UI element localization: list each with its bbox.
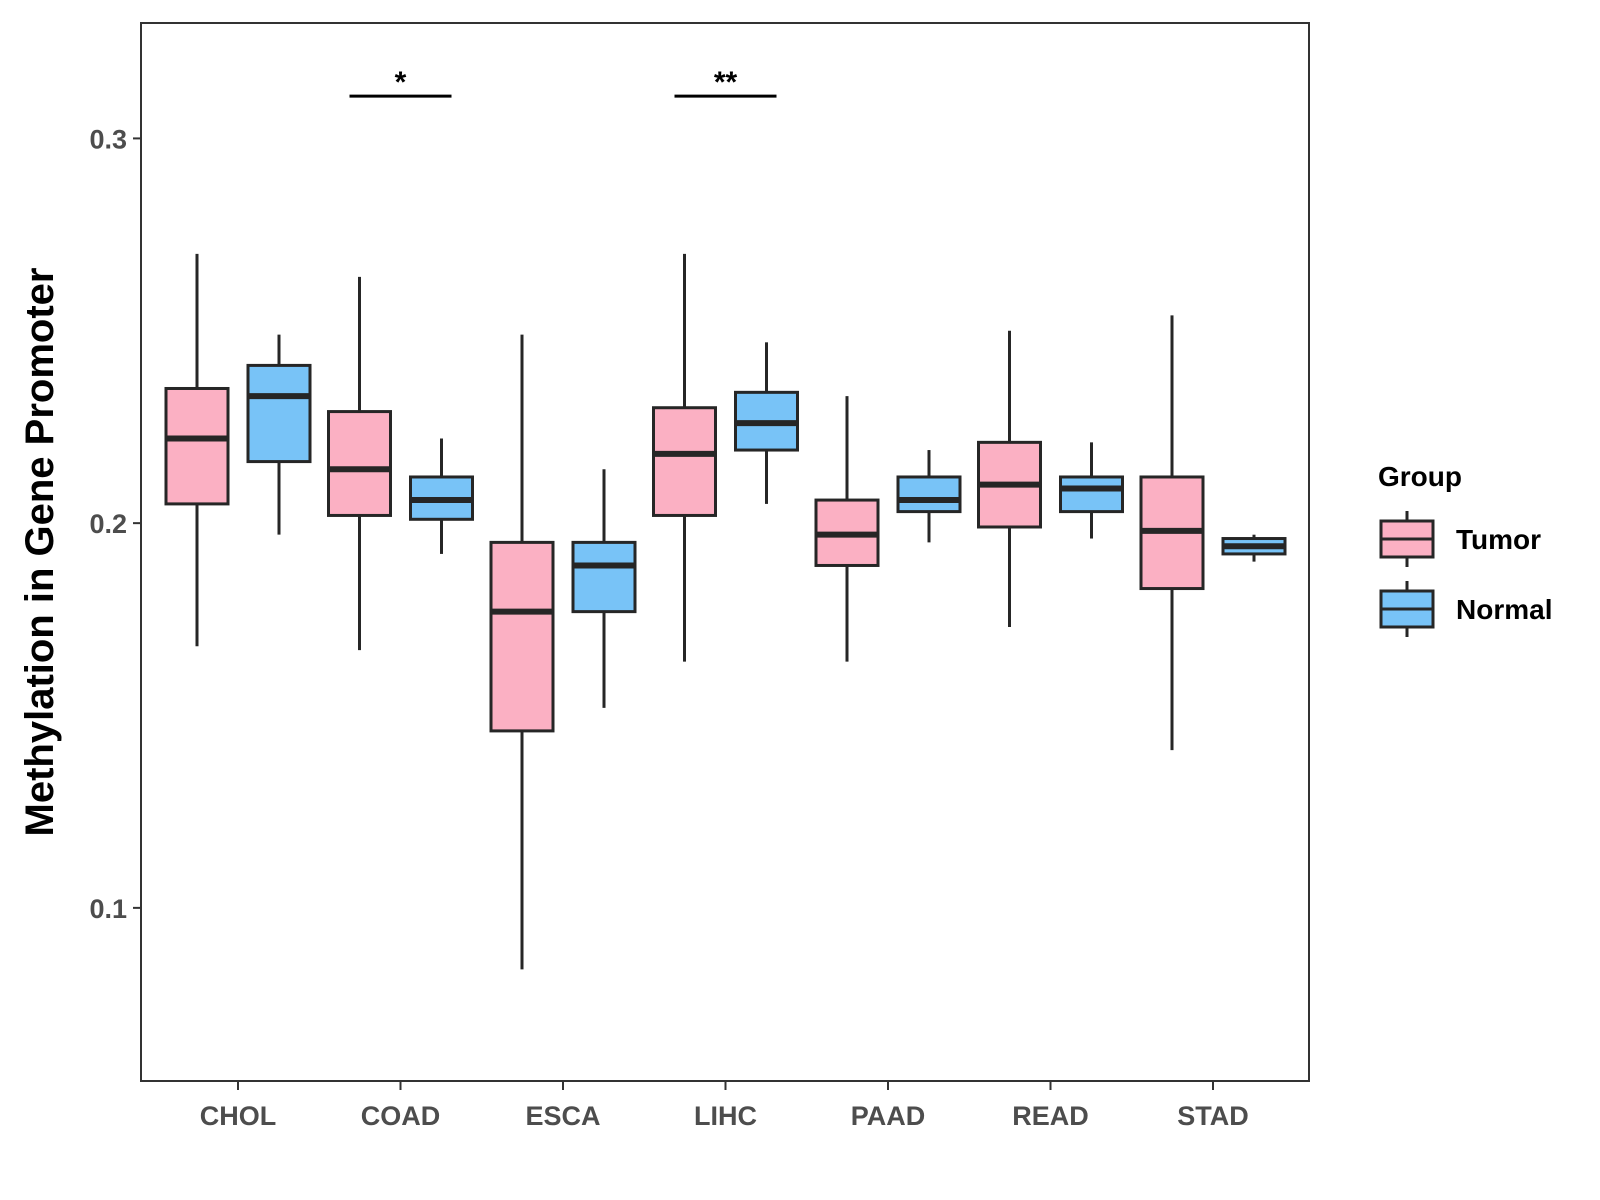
legend-label: Tumor bbox=[1456, 524, 1541, 555]
box-iqr bbox=[652, 406, 717, 517]
box-iqr bbox=[164, 386, 230, 506]
legend-item-tumor: Tumor bbox=[1379, 511, 1541, 567]
legend-label: Normal bbox=[1456, 594, 1552, 625]
x-tick-label-esca: ESCA bbox=[525, 1101, 600, 1131]
x-tick-label-paad: PAAD bbox=[851, 1101, 926, 1131]
x-tick-label-chol: CHOL bbox=[200, 1101, 277, 1131]
box-normal-coad bbox=[409, 438, 474, 554]
y-tick-label: 0.1 bbox=[89, 894, 127, 924]
y-axis: 0.1 0.2 0.3 bbox=[89, 124, 141, 924]
x-tick-label-read: READ bbox=[1012, 1101, 1089, 1131]
box-iqr bbox=[571, 540, 637, 614]
x-tick-label-lihc: LIHC bbox=[694, 1101, 757, 1131]
legend-entries: Tumor Normal bbox=[1379, 511, 1552, 637]
y-tick-label: 0.2 bbox=[89, 509, 127, 539]
y-axis-title: Methylation in Gene Promoter bbox=[18, 268, 62, 837]
x-tick-label-stad: STAD bbox=[1177, 1101, 1249, 1131]
box-tumor-paad bbox=[814, 396, 880, 662]
box-tumor-lihc bbox=[652, 253, 717, 662]
box-iqr bbox=[489, 540, 555, 733]
x-axis: CHOL COAD ESCA LIHC PAAD READ STAD bbox=[200, 1081, 1249, 1131]
significance-label: * bbox=[395, 66, 407, 99]
box-iqr bbox=[246, 363, 312, 464]
box-normal-paad bbox=[896, 450, 962, 543]
x-tick-label-coad: COAD bbox=[361, 1101, 441, 1131]
box-iqr bbox=[896, 475, 962, 514]
boxes-layer bbox=[164, 253, 1287, 970]
box-iqr bbox=[1059, 475, 1124, 514]
box-normal-esca bbox=[571, 469, 637, 708]
significance-annotations: * ** bbox=[349, 66, 777, 99]
box-tumor-chol bbox=[164, 253, 230, 647]
box-tumor-coad bbox=[327, 276, 392, 651]
box-tumor-stad bbox=[1139, 315, 1205, 751]
box-iqr bbox=[327, 410, 392, 517]
legend: Group Tumor Normal bbox=[1378, 461, 1552, 637]
box-normal-stad bbox=[1221, 534, 1287, 562]
box-tumor-esca bbox=[489, 334, 555, 970]
box-normal-read bbox=[1059, 442, 1124, 539]
legend-title: Group bbox=[1378, 461, 1462, 492]
y-tick-label: 0.3 bbox=[89, 124, 127, 154]
legend-item-normal: Normal bbox=[1379, 581, 1552, 637]
significance-label: ** bbox=[714, 66, 738, 99]
box-normal-chol bbox=[246, 334, 312, 535]
box-tumor-read bbox=[977, 330, 1042, 628]
box-normal-lihc bbox=[734, 342, 799, 504]
